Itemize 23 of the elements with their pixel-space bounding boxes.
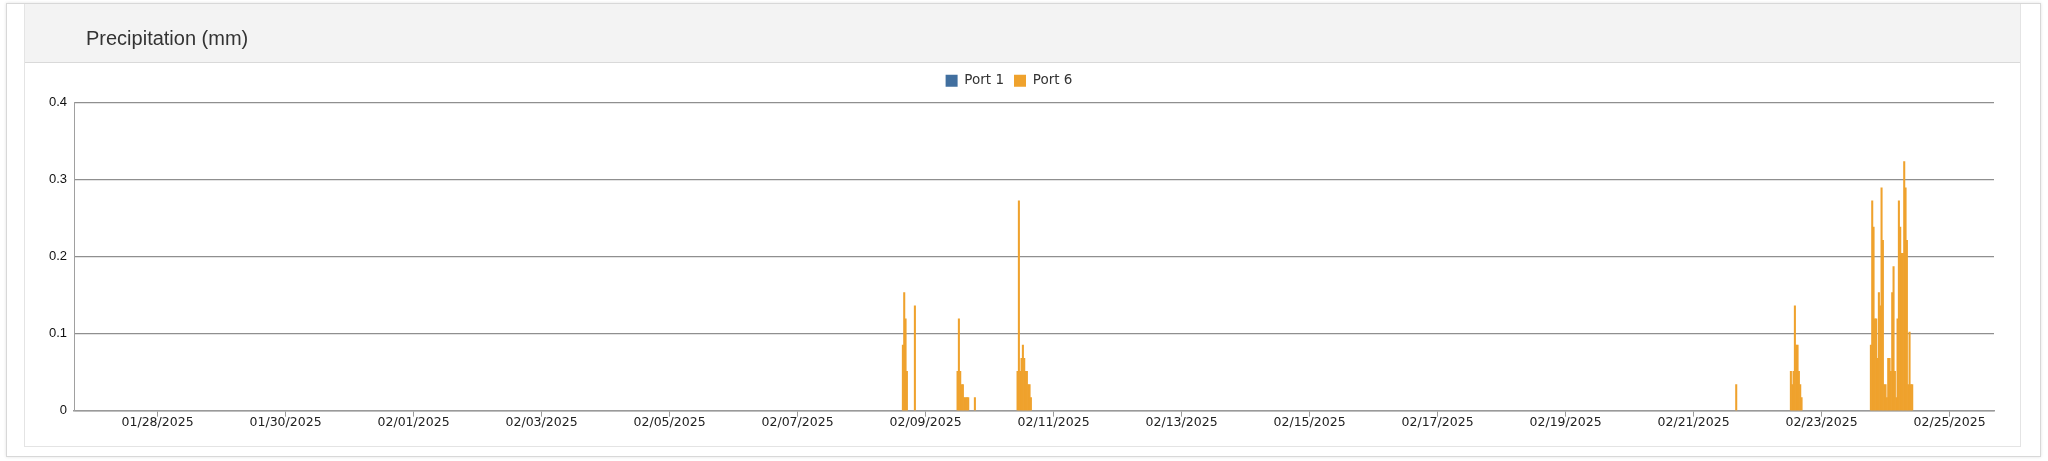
- x-tick-label: 02/03/2025: [505, 414, 578, 430]
- x-tick-label: 02/09/2025: [889, 414, 962, 430]
- x-tick-label: 02/05/2025: [633, 414, 706, 430]
- x-tick-label: 02/21/2025: [1657, 414, 1730, 430]
- chart-title: Precipitation (mm): [86, 26, 249, 50]
- y-tick-label: 0.3: [48, 170, 67, 186]
- x-tick-label: 02/07/2025: [761, 414, 834, 430]
- y-tick-label: 0.2: [48, 248, 67, 264]
- y-tick-label: 0.4: [48, 93, 67, 109]
- x-tick-label: 02/25/2025: [1913, 414, 1986, 430]
- legend-label: Port 6: [1032, 71, 1073, 88]
- x-tick-label: 02/19/2025: [1529, 414, 1602, 430]
- x-tick-label: 02/23/2025: [1785, 414, 1858, 430]
- x-tick-label: 02/17/2025: [1401, 414, 1474, 430]
- x-tick-label: 02/13/2025: [1145, 414, 1218, 430]
- x-tick-label: 02/15/2025: [1273, 414, 1346, 430]
- y-tick-label: 0.1: [48, 325, 67, 341]
- x-tick-label: 01/28/2025: [121, 414, 194, 430]
- x-tick-label: 01/30/2025: [249, 414, 322, 430]
- x-tick-label: 02/01/2025: [377, 414, 450, 430]
- legend-label: Port 1: [964, 71, 1005, 88]
- y-tick-label: 0: [59, 402, 67, 418]
- x-tick-label: 02/11/2025: [1017, 414, 1090, 430]
